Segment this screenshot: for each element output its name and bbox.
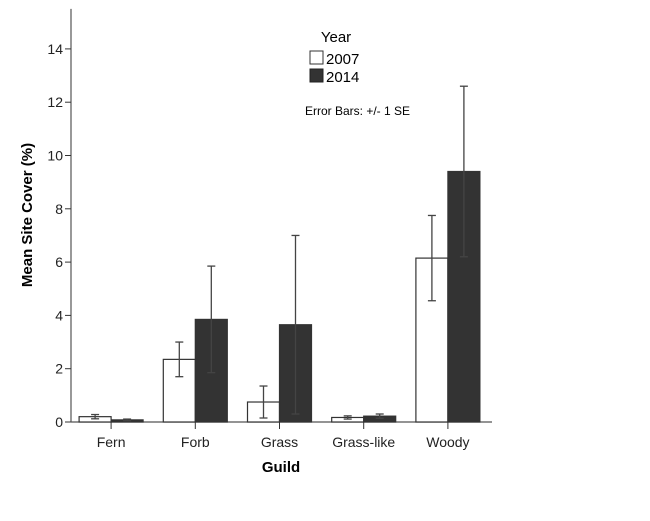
y-tick-label: 2: [55, 361, 63, 377]
x-tick-label: Forb: [181, 434, 210, 450]
y-tick-label: 8: [55, 201, 63, 217]
y-tick-label: 10: [47, 148, 63, 164]
y-tick-label: 0: [55, 414, 63, 430]
x-tick-label: Grass-like: [332, 434, 395, 450]
y-tick-label: 4: [55, 307, 63, 323]
legend-swatch-2007: [309, 50, 324, 65]
legend-swatch-2014: [309, 68, 324, 83]
legend-title: Year: [321, 29, 351, 46]
y-tick-label: 6: [55, 254, 63, 270]
x-tick-label: Fern: [97, 434, 126, 450]
legend-label-2014: 2014: [326, 69, 359, 86]
y-tick-label: 14: [47, 41, 63, 57]
x-axis-label: Guild: [262, 459, 300, 476]
y-axis-label: Mean Site Cover (%): [19, 143, 36, 287]
legend: Year 2007 2014: [309, 29, 359, 86]
x-tick-label: Grass: [261, 434, 298, 450]
x-tick-label: Woody: [426, 434, 469, 450]
error-bar-note: Error Bars: +/- 1 SE: [305, 104, 410, 118]
legend-label-2007: 2007: [326, 51, 359, 68]
y-tick-label: 12: [47, 94, 63, 110]
